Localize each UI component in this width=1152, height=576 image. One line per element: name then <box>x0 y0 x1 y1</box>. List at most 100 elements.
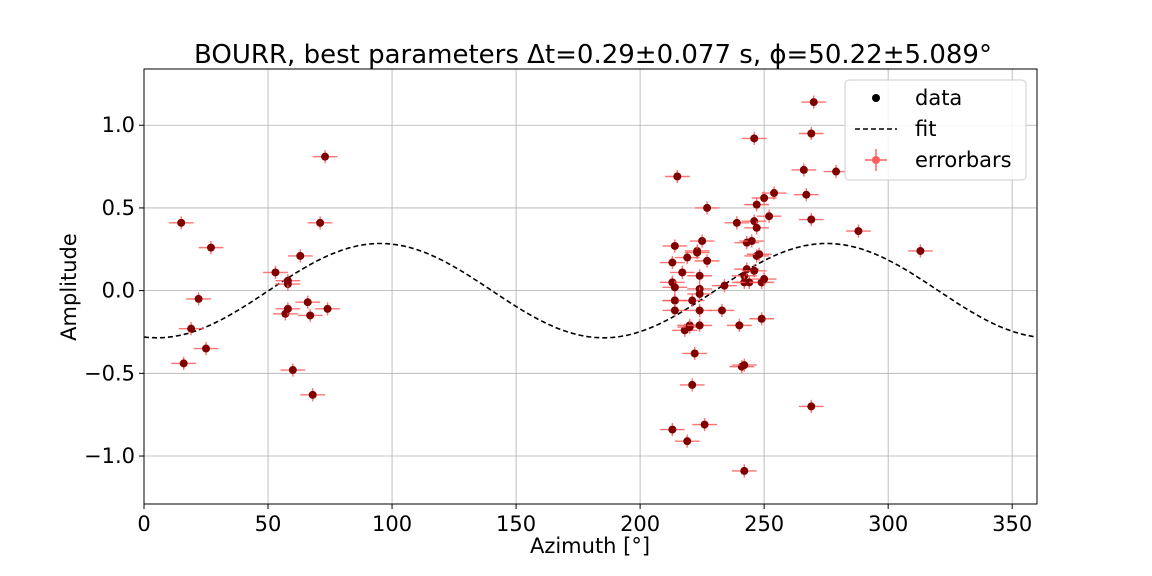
data-point <box>731 358 757 372</box>
data-marker <box>670 296 679 305</box>
data-marker <box>670 306 679 315</box>
data-marker <box>695 306 704 315</box>
data-marker <box>809 98 818 107</box>
data-marker <box>760 194 769 203</box>
data-marker <box>308 390 317 399</box>
data-marker <box>177 218 186 227</box>
data-point <box>168 216 194 230</box>
data-point <box>193 341 219 356</box>
data-point <box>669 265 695 280</box>
data-point <box>659 422 685 437</box>
data-marker <box>732 218 741 227</box>
plot-frame <box>143 68 1038 505</box>
data-marker <box>283 304 292 313</box>
data-marker <box>670 241 679 250</box>
data-marker <box>916 246 925 255</box>
chart-title: BOURR, best parameters Δt=0.29±0.077 s, … <box>194 40 992 70</box>
data-marker <box>760 275 769 284</box>
data-marker <box>770 189 779 198</box>
data-marker <box>316 218 325 227</box>
data-marker <box>765 212 774 221</box>
data-marker <box>194 294 203 303</box>
data-point <box>746 247 772 261</box>
data-marker <box>673 172 682 181</box>
data-marker <box>306 311 315 320</box>
legend-label: errorbars <box>915 148 1012 172</box>
data-point <box>198 241 224 255</box>
y-axis-label: Amplitude <box>57 233 81 341</box>
data-point <box>689 234 715 248</box>
y-tick-label: 0.5 <box>102 196 135 220</box>
data-marker <box>683 437 692 446</box>
data-point <box>712 279 737 293</box>
data-marker <box>685 323 694 332</box>
x-tick-label: 50 <box>255 512 282 536</box>
x-axis-label: Azimuth [°] <box>530 534 650 558</box>
data-point <box>295 295 321 309</box>
x-tick-label: 250 <box>744 512 784 536</box>
data-point <box>751 272 777 286</box>
data-marker <box>802 190 811 199</box>
data-point <box>823 164 849 179</box>
data-point <box>793 188 819 202</box>
data-point <box>664 169 690 184</box>
data-marker <box>688 380 697 389</box>
x-tick-label: 150 <box>496 512 536 536</box>
data-marker <box>296 251 305 260</box>
data-marker <box>698 237 707 246</box>
x-tick-label: 350 <box>992 512 1032 536</box>
y-tick-label: −0.5 <box>84 361 135 385</box>
data-marker <box>668 258 677 267</box>
x-tick-label: 100 <box>372 512 412 536</box>
data-point <box>726 318 752 332</box>
data-point <box>756 209 782 223</box>
legend-data-symbol <box>872 94 880 102</box>
y-tick-label: 0.0 <box>102 279 135 303</box>
data-point <box>749 312 775 326</box>
data-point <box>659 255 685 270</box>
data-point <box>300 388 326 402</box>
data-point <box>694 201 720 215</box>
data-marker <box>703 203 712 212</box>
data-point <box>186 292 211 306</box>
y-tick-label: −1.0 <box>84 444 135 468</box>
data-point <box>744 221 770 235</box>
data-point <box>692 417 718 432</box>
data-point <box>171 356 197 371</box>
data-marker <box>757 314 766 323</box>
data-marker <box>695 271 704 280</box>
data-point <box>280 363 306 377</box>
data-point <box>908 244 933 258</box>
data-marker <box>321 152 330 161</box>
data-marker <box>703 256 712 265</box>
data-marker <box>695 289 704 298</box>
data-point <box>674 434 700 448</box>
x-tick-label: 300 <box>868 512 908 536</box>
data-point <box>731 464 757 478</box>
data-point <box>662 280 688 294</box>
data-marker <box>179 359 188 368</box>
data-marker <box>693 248 702 257</box>
data-marker <box>740 361 749 370</box>
data-point <box>287 249 313 263</box>
x-tick-label: 200 <box>620 512 660 536</box>
data-marker <box>750 266 759 275</box>
data-marker <box>288 366 297 375</box>
data-point <box>694 254 720 268</box>
data-point <box>679 293 705 308</box>
data-point <box>801 95 827 109</box>
data-marker <box>717 306 726 315</box>
data-point <box>679 378 705 392</box>
legend-label: fit <box>915 117 936 141</box>
data-point <box>178 322 204 336</box>
data-point <box>687 303 713 318</box>
data-marker <box>720 281 729 290</box>
data-point <box>845 224 871 238</box>
data-marker <box>807 129 816 138</box>
data-point <box>798 126 824 141</box>
x-tick-label: 0 <box>137 512 150 536</box>
data-marker <box>683 253 692 262</box>
legend-entry-dashed: fit <box>855 117 936 141</box>
fit-layer <box>143 242 1038 339</box>
